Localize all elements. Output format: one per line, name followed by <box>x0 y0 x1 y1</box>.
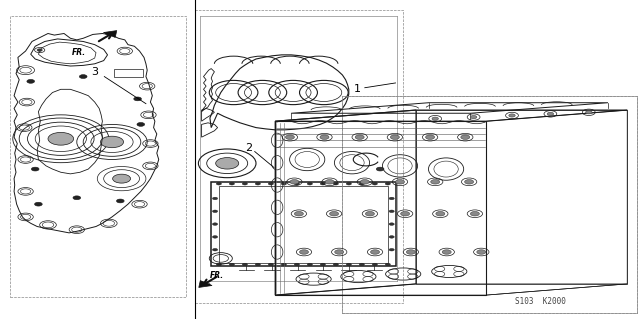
Circle shape <box>216 263 221 266</box>
Circle shape <box>470 115 477 119</box>
Circle shape <box>396 180 404 184</box>
Circle shape <box>365 211 374 216</box>
Circle shape <box>431 180 440 184</box>
Circle shape <box>442 250 451 254</box>
Circle shape <box>436 211 445 216</box>
Circle shape <box>389 197 394 200</box>
Circle shape <box>216 182 221 185</box>
Circle shape <box>355 135 364 139</box>
Circle shape <box>359 182 364 185</box>
Circle shape <box>243 263 248 266</box>
Circle shape <box>73 196 81 200</box>
Text: FR.: FR. <box>72 48 86 56</box>
Text: S103  K2000: S103 K2000 <box>515 297 566 306</box>
Circle shape <box>268 263 273 266</box>
Circle shape <box>229 263 234 266</box>
Circle shape <box>389 223 394 225</box>
Circle shape <box>300 250 308 254</box>
Circle shape <box>470 211 479 216</box>
Circle shape <box>290 180 299 184</box>
Circle shape <box>79 75 87 78</box>
Circle shape <box>477 250 486 254</box>
Text: 2: 2 <box>244 143 252 153</box>
Circle shape <box>243 182 248 185</box>
Circle shape <box>27 79 35 83</box>
Circle shape <box>330 211 339 216</box>
Circle shape <box>333 263 339 266</box>
Circle shape <box>360 180 369 184</box>
Polygon shape <box>199 281 212 287</box>
Circle shape <box>320 135 329 139</box>
Circle shape <box>31 167 39 171</box>
Circle shape <box>212 249 218 251</box>
Circle shape <box>385 263 390 266</box>
Circle shape <box>212 210 218 212</box>
Circle shape <box>346 263 351 266</box>
Circle shape <box>116 199 124 203</box>
Circle shape <box>389 236 394 238</box>
Circle shape <box>285 135 294 139</box>
Circle shape <box>100 136 124 148</box>
Bar <box>10 16 186 297</box>
Circle shape <box>385 182 390 185</box>
Circle shape <box>461 135 470 139</box>
Circle shape <box>137 122 145 126</box>
Circle shape <box>401 211 410 216</box>
Circle shape <box>268 182 273 185</box>
Circle shape <box>547 112 554 115</box>
Circle shape <box>320 263 325 266</box>
Circle shape <box>426 135 435 139</box>
Circle shape <box>113 174 131 183</box>
Circle shape <box>509 114 515 117</box>
Circle shape <box>294 182 300 185</box>
Circle shape <box>359 263 364 266</box>
Text: 1: 1 <box>354 84 360 94</box>
Circle shape <box>333 182 339 185</box>
Circle shape <box>212 236 218 238</box>
Circle shape <box>282 182 287 185</box>
Circle shape <box>346 182 351 185</box>
Circle shape <box>325 180 334 184</box>
Circle shape <box>406 250 415 254</box>
Circle shape <box>216 158 239 169</box>
Text: 3: 3 <box>92 67 98 77</box>
Circle shape <box>432 117 438 120</box>
Circle shape <box>48 132 74 145</box>
Circle shape <box>212 223 218 225</box>
Circle shape <box>335 250 344 254</box>
Circle shape <box>372 182 378 185</box>
Circle shape <box>320 182 325 185</box>
Circle shape <box>390 135 399 139</box>
Circle shape <box>372 263 378 266</box>
Bar <box>195 10 403 303</box>
Circle shape <box>35 202 42 206</box>
Circle shape <box>282 263 287 266</box>
Circle shape <box>376 167 384 171</box>
Circle shape <box>255 182 260 185</box>
Circle shape <box>229 182 234 185</box>
Polygon shape <box>104 31 116 37</box>
Text: FR.: FR. <box>211 271 225 280</box>
Circle shape <box>294 263 300 266</box>
Circle shape <box>586 111 592 114</box>
Circle shape <box>465 180 474 184</box>
Bar <box>342 96 637 313</box>
Circle shape <box>307 263 312 266</box>
Circle shape <box>255 263 260 266</box>
Circle shape <box>307 182 312 185</box>
Circle shape <box>389 249 394 251</box>
Circle shape <box>134 97 141 101</box>
Circle shape <box>389 210 394 212</box>
Circle shape <box>37 49 42 51</box>
Bar <box>114 69 143 77</box>
Circle shape <box>294 211 303 216</box>
Circle shape <box>212 197 218 200</box>
Circle shape <box>371 250 380 254</box>
